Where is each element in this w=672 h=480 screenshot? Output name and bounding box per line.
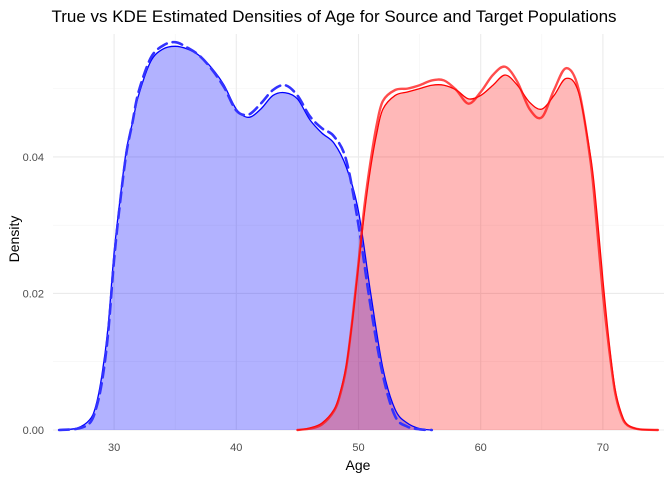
density-lines (57, 40, 660, 432)
tick-labels: 30 40 50 60 70 0.00 0.02 0.04 (23, 152, 609, 454)
source-true-dashed-line (57, 40, 434, 432)
x-axis-label: Age (346, 457, 371, 473)
y-axis-label: Density (6, 216, 22, 263)
x-tick-label: 30 (108, 442, 120, 454)
source-density-area (59, 46, 432, 430)
y-tick-label: 0.00 (23, 425, 44, 437)
target-true-line (296, 65, 660, 432)
x-tick-label: 50 (352, 442, 364, 454)
y-tick-label: 0.04 (23, 152, 44, 164)
x-tick-label: 60 (475, 442, 487, 454)
chart-title: True vs KDE Estimated Densities of Age f… (51, 7, 616, 26)
density-areas (59, 46, 658, 430)
x-tick-label: 70 (597, 442, 609, 454)
x-tick-label: 40 (230, 442, 242, 454)
target-density-area (297, 74, 658, 430)
y-tick-label: 0.02 (23, 288, 44, 300)
